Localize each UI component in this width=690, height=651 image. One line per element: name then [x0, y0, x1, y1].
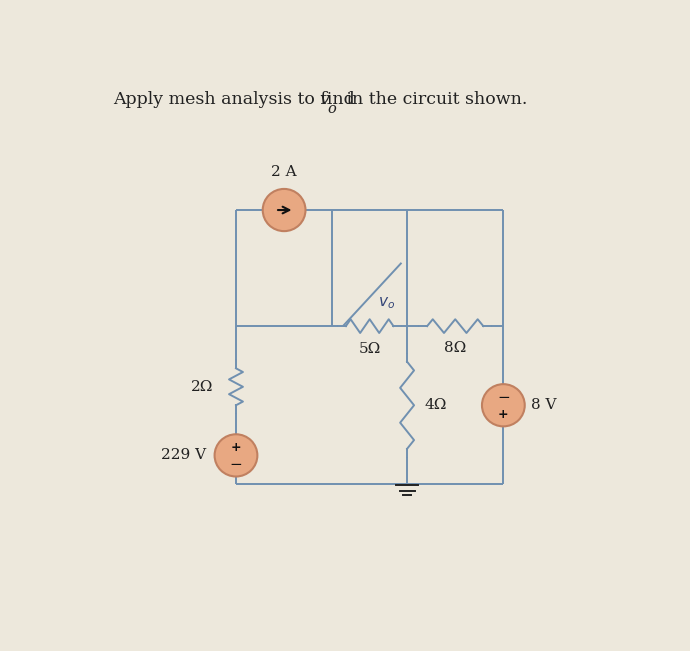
- Text: +: +: [230, 441, 241, 454]
- Text: 8 V: 8 V: [531, 398, 557, 412]
- Text: 8Ω: 8Ω: [444, 341, 466, 355]
- Circle shape: [482, 384, 525, 426]
- Text: Apply mesh analysis to find: Apply mesh analysis to find: [113, 90, 360, 107]
- Circle shape: [215, 434, 257, 477]
- Text: v: v: [319, 90, 328, 107]
- Text: 229 V: 229 V: [161, 449, 206, 462]
- Text: 4Ω: 4Ω: [424, 398, 446, 412]
- Text: in the circuit shown.: in the circuit shown.: [342, 90, 528, 107]
- Text: −: −: [497, 390, 510, 405]
- Text: +: +: [498, 408, 509, 421]
- Text: 5Ω: 5Ω: [359, 342, 381, 356]
- Text: −: −: [230, 457, 242, 472]
- Text: 2 A: 2 A: [271, 165, 297, 180]
- Text: $v_o$: $v_o$: [378, 296, 395, 311]
- Circle shape: [263, 189, 306, 231]
- Text: o: o: [328, 102, 336, 116]
- Text: 2Ω: 2Ω: [191, 380, 213, 394]
